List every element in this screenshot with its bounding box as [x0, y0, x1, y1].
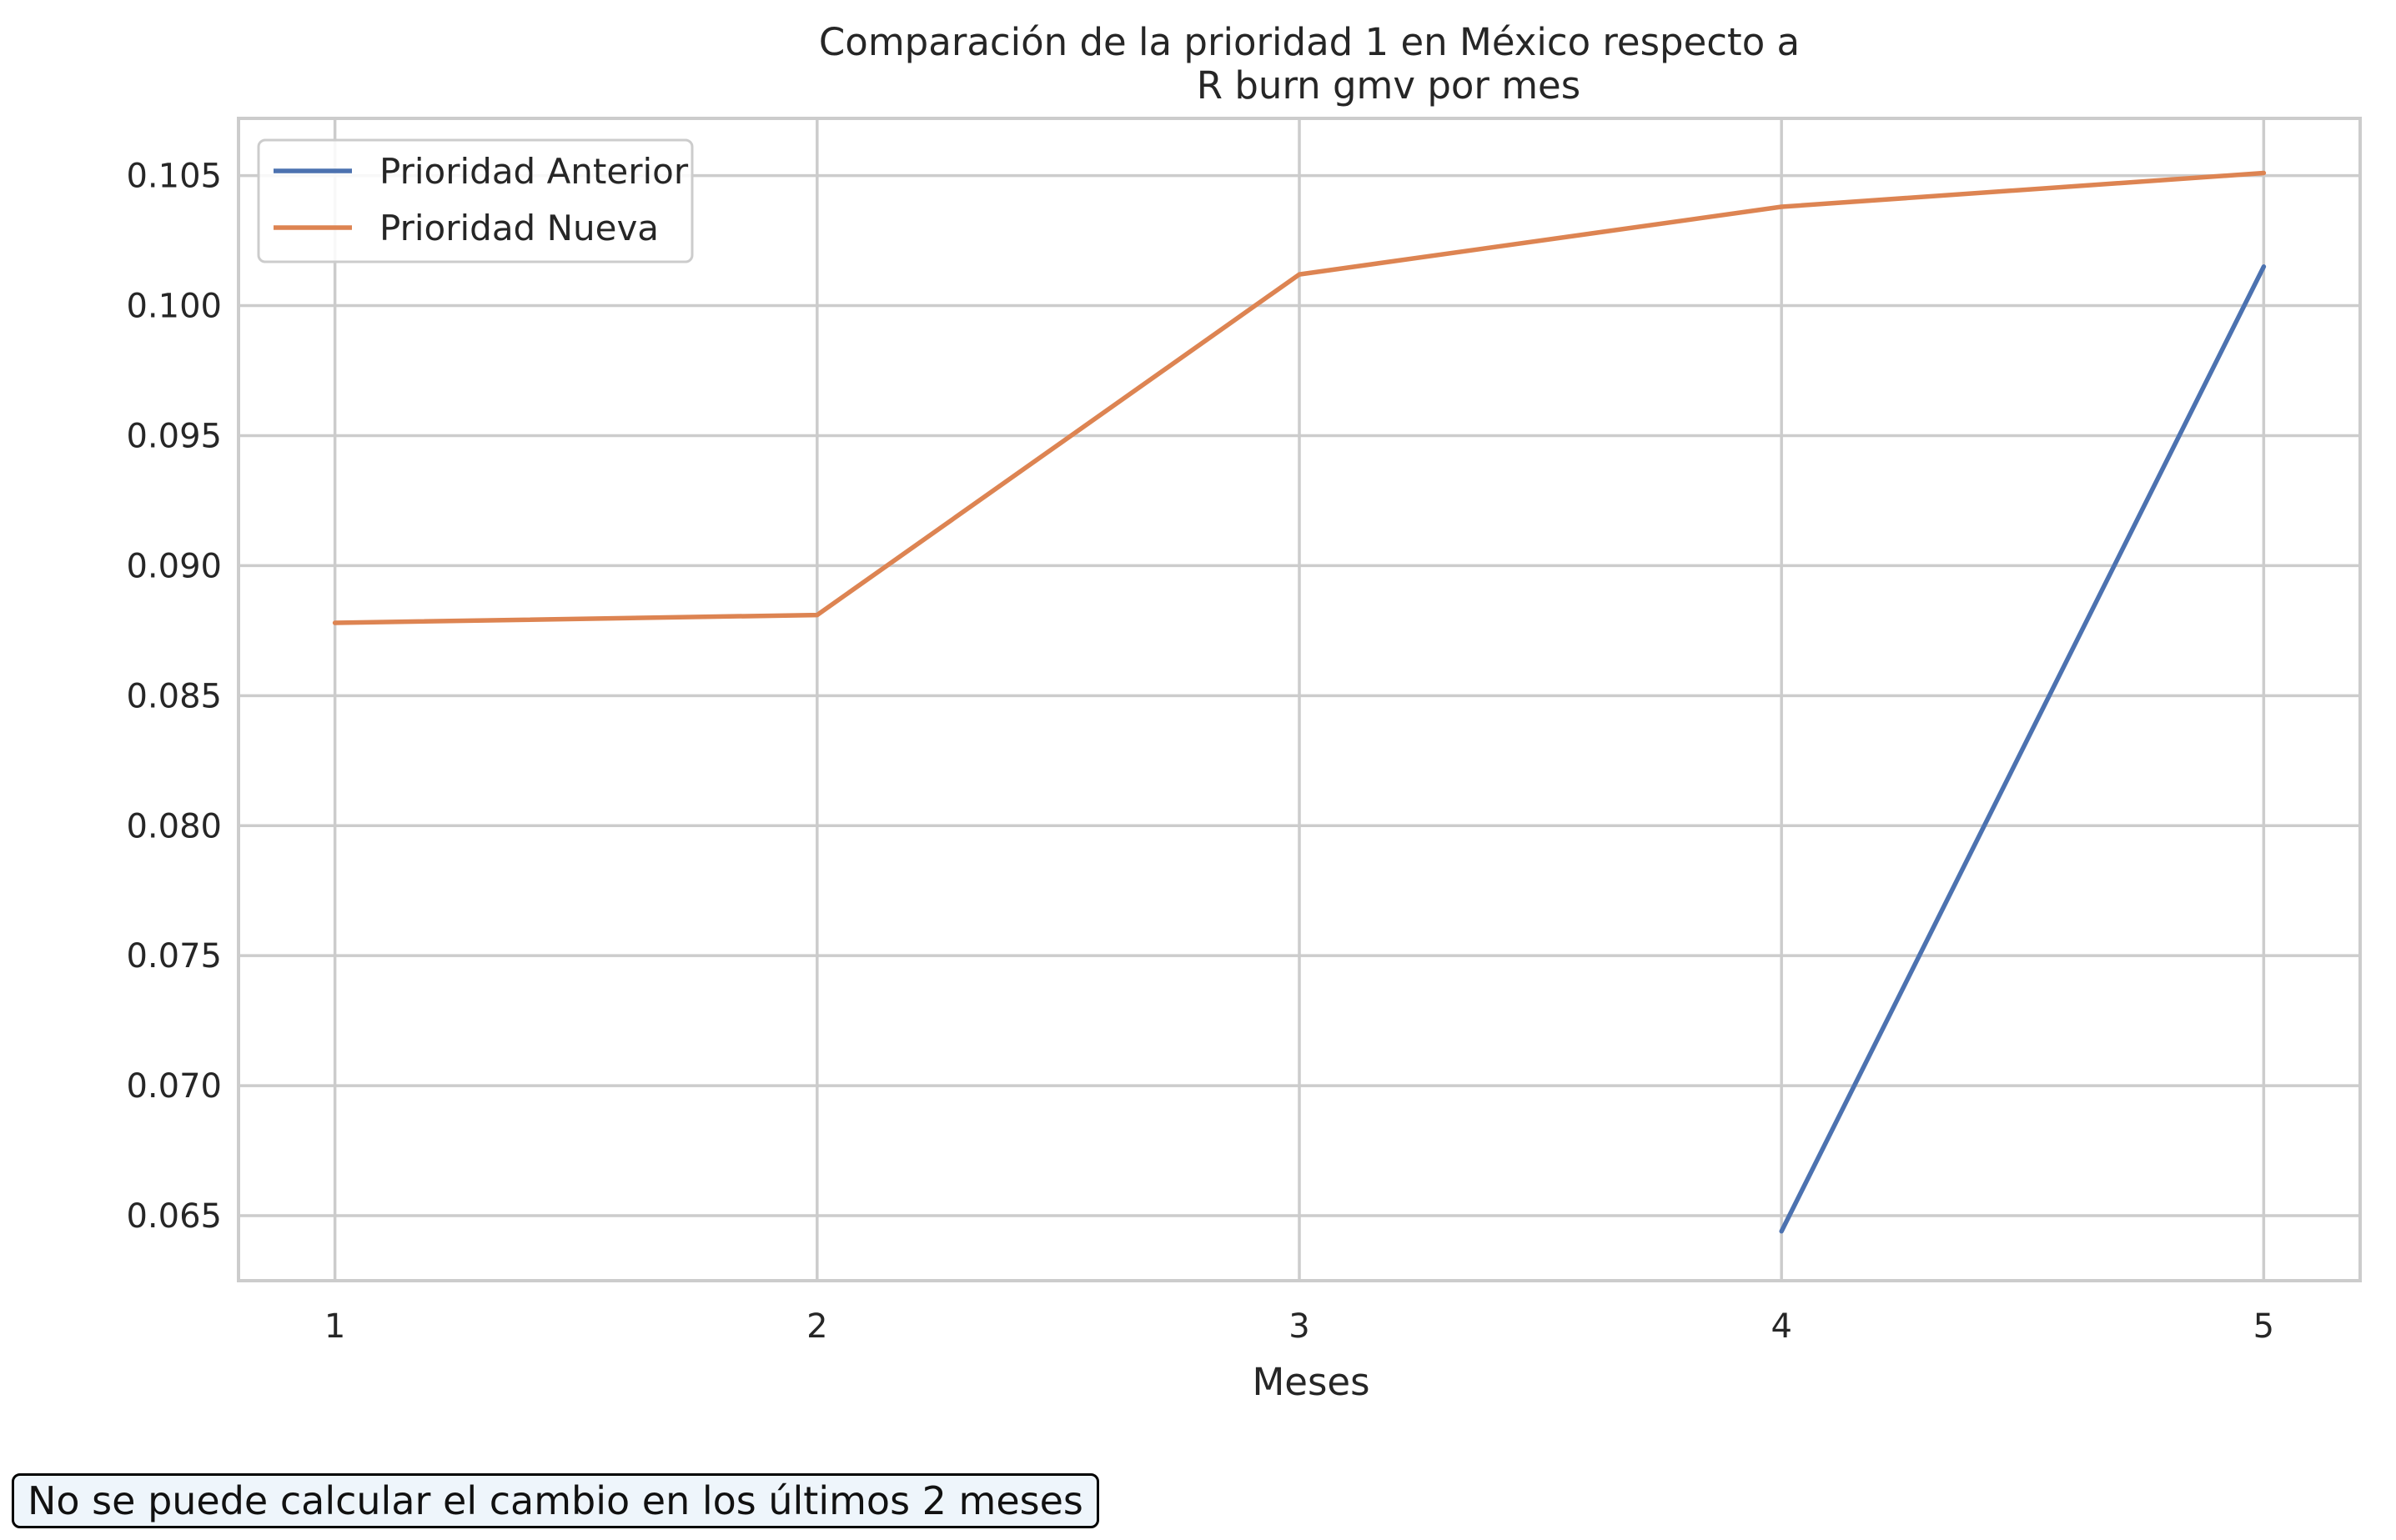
y-tick-label: 0.065 [126, 1197, 222, 1236]
y-tick-label: 0.105 [126, 158, 222, 196]
note-box: No se puede calcular el cambio en los úl… [12, 1473, 1099, 1528]
chart-title-line-1: Comparación de la prioridad 1 en México … [819, 20, 1800, 64]
chart-title-line-2: R burn gmv por mes [1197, 63, 1580, 108]
y-tick-label: 0.095 [126, 417, 222, 455]
series-line-prioridad-nueva [332, 170, 2267, 625]
x-tick-label: 1 [324, 1307, 345, 1346]
x-axis-label: Meses [1252, 1360, 1369, 1404]
chart-title: Comparación de la prioridad 1 en México … [819, 20, 1800, 108]
x-tick-label: 4 [1771, 1307, 1791, 1346]
y-tick-label: 0.085 [126, 677, 222, 715]
legend-box [257, 138, 694, 263]
x-tick-label: 2 [806, 1307, 827, 1346]
note-text: No se puede calcular el cambio en los úl… [28, 1478, 1083, 1523]
x-tick-label: 3 [1288, 1307, 1309, 1346]
grid [239, 118, 2360, 1281]
series-line-prioridad-anterior [1779, 264, 2267, 1234]
legend-label-prioridad-anterior: Prioridad Anterior [379, 151, 689, 192]
x-axis-ticks: 1 2 3 4 5 [324, 1307, 2274, 1346]
legend-label-prioridad-nueva: Prioridad Nueva [379, 208, 659, 248]
y-tick-label: 0.090 [126, 547, 222, 585]
y-tick-label: 0.100 [126, 288, 222, 326]
x-tick-label: 5 [2253, 1307, 2274, 1346]
y-tick-label: 0.070 [126, 1067, 222, 1106]
plot-frame [237, 117, 2362, 1282]
legend: Prioridad Anterior Prioridad Nueva [257, 138, 694, 263]
series-lines [332, 170, 2267, 1234]
y-tick-label: 0.075 [126, 937, 222, 976]
y-axis-ticks: 0.065 0.070 0.075 0.080 0.085 0.090 0.095 0.100… [126, 158, 222, 1236]
y-tick-label: 0.080 [126, 807, 222, 845]
